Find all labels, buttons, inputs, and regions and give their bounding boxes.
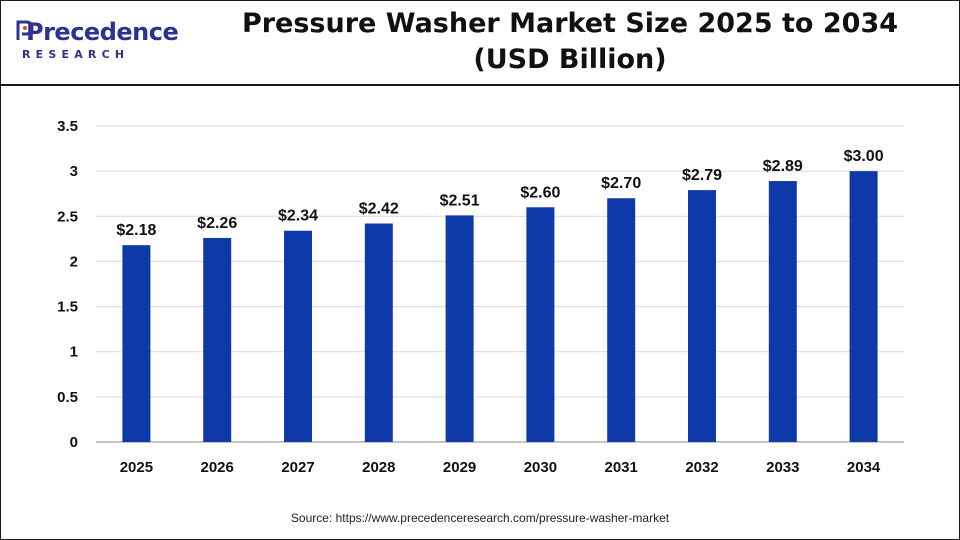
x-tick-label: 2032 [685, 459, 718, 476]
y-tick-label: 1.5 [57, 299, 78, 316]
logo-wordmark: Precedence [26, 18, 179, 46]
y-tick-label: 3 [70, 163, 78, 180]
data-label: $2.70 [601, 175, 641, 192]
chart-title-line-1: Pressure Washer Market Size 2025 to 2034 [241, 8, 899, 39]
x-tick-label: 2025 [120, 459, 153, 476]
bar [607, 198, 636, 442]
data-label: $2.89 [763, 158, 803, 175]
chart-title-line-2: (USD Billion) [473, 44, 667, 75]
x-tick-label: 2026 [201, 459, 234, 476]
data-label: $2.60 [520, 184, 560, 201]
data-label: $2.51 [440, 192, 480, 209]
y-tick-label: 1 [70, 344, 78, 361]
data-label: $2.18 [116, 222, 156, 239]
bar [364, 223, 393, 442]
y-tick-label: 0.5 [57, 389, 78, 406]
bar [445, 215, 474, 442]
chart-title: Pressure Washer Market Size 2025 to 2034… [230, 6, 910, 78]
y-tick-label: 0 [70, 434, 78, 451]
data-label: $2.26 [197, 215, 237, 232]
x-tick-label: 2033 [766, 459, 799, 476]
bar [768, 181, 797, 442]
x-tick-label: 2028 [362, 459, 395, 476]
data-label: $2.34 [278, 208, 318, 225]
x-tick-label: 2030 [524, 459, 557, 476]
x-tick-label: 2027 [281, 459, 314, 476]
y-tick-label: 3.5 [57, 118, 78, 135]
logo-subtitle: RESEARCH [22, 48, 130, 61]
data-label: $2.42 [359, 201, 399, 218]
bar [688, 190, 716, 442]
y-tick-label: 2 [70, 253, 78, 270]
logo: Precedence RESEARCH [16, 14, 179, 64]
x-tick-label: 2029 [443, 459, 476, 476]
data-label: $2.79 [682, 167, 722, 184]
x-tick-label: 2031 [605, 459, 638, 476]
y-tick-label: 2.5 [57, 208, 78, 225]
header: Precedence RESEARCH Pressure Washer Mark… [0, 0, 960, 86]
x-tick-label: 2034 [847, 459, 881, 476]
bar-chart: 0 0.5 1 1.5 2 2.5 3 3.5 $2.18 2025 $2.26 2026 $2.34 2… [57, 118, 904, 476]
bar [849, 171, 878, 442]
logo-mark-icon [16, 20, 34, 40]
source-note: Source: https://www.precedenceresearch.c… [290, 511, 670, 525]
bar [203, 237, 232, 442]
bar [122, 245, 151, 442]
data-label: $3.00 [844, 148, 884, 165]
bar [284, 230, 312, 442]
bar [526, 207, 555, 442]
